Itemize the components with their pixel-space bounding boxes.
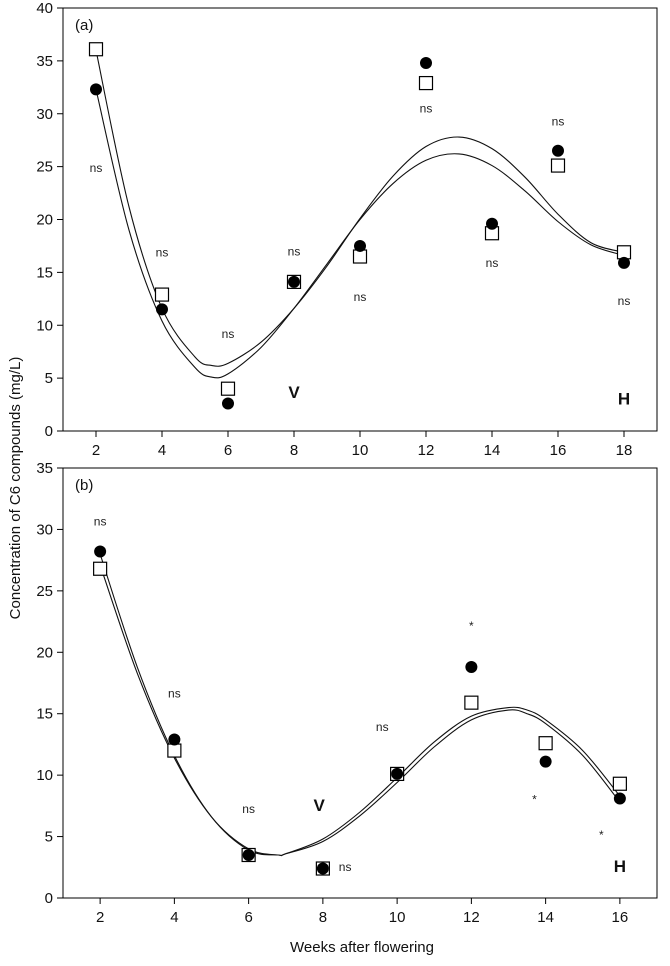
data-point-square: [538, 736, 553, 751]
x-tick-label: 18: [616, 442, 633, 459]
data-point-circle: [354, 239, 366, 252]
plot-frame: [62, 467, 658, 899]
x-tick-label: 2: [92, 442, 100, 459]
panel-b: (b) 2 4 6 8 10 12 14 16 0 5 10 15 20 25 30 35 ns ns ns ns ns *…: [36, 460, 658, 926]
y-tick-label: 25: [36, 583, 53, 600]
significance-ns: ns: [376, 720, 389, 734]
fit-curve-series-2: [95, 50, 625, 367]
data-point-circle: [465, 661, 478, 674]
panel-label: (b): [75, 477, 93, 494]
data-point-square: [418, 75, 434, 91]
data-point-circle: [618, 256, 630, 269]
x-tick-label: 8: [319, 909, 327, 926]
data-point-circle: [288, 275, 300, 288]
significance-ns: ns: [552, 114, 565, 128]
significance-ns: ns: [339, 860, 352, 874]
significance-ns: ns: [242, 802, 255, 816]
x-tick-label: 6: [224, 442, 232, 459]
x-tick-label: 10: [389, 909, 406, 926]
data-point-circle: [420, 56, 432, 69]
data-point-square: [154, 287, 170, 302]
data-point-square: [220, 381, 236, 396]
significance-ns: ns: [222, 327, 235, 341]
significance-ns: ns: [156, 246, 169, 260]
data-point-square: [550, 158, 566, 173]
data-point-square: [612, 776, 627, 791]
panel-a: (a) 2 4 6 8 10 12 14 16 18 0 5 10 15 20 25 30 35 40 ns ns ns n…: [36, 0, 658, 459]
data-point-circle: [222, 397, 234, 410]
data-point-square: [167, 743, 182, 758]
x-tick-label: 4: [170, 909, 178, 926]
y-tick-label: 5: [45, 829, 53, 846]
x-tick-label: 14: [484, 442, 501, 459]
data-point-circle: [94, 545, 107, 558]
data-point-circle: [539, 755, 552, 768]
stage-label: V: [313, 796, 325, 815]
data-point-circle: [486, 217, 498, 230]
fit-curve-series-2: [99, 564, 621, 857]
data-point-circle: [316, 862, 329, 875]
x-tick-label: 2: [96, 909, 104, 926]
significance-star: *: [599, 828, 604, 842]
x-tick-label: 10: [352, 442, 369, 459]
x-tick-label: 16: [612, 909, 629, 926]
y-tick-label: 25: [36, 159, 53, 176]
y-tick-label: 30: [36, 106, 53, 123]
y-tick-label: 10: [36, 317, 53, 334]
x-tick-label: 4: [158, 442, 166, 459]
data-point-square: [352, 249, 368, 264]
data-point-circle: [90, 83, 102, 96]
data-point-circle: [552, 144, 564, 157]
significance-ns: ns: [486, 256, 499, 270]
x-tick-label: 14: [537, 909, 554, 926]
x-tick-label: 8: [290, 442, 298, 459]
fit-curve-series-1: [95, 89, 625, 379]
data-point-square: [93, 561, 108, 576]
y-tick-label: 20: [36, 644, 53, 661]
y-tick-label: 0: [45, 423, 53, 440]
x-tick-label: 16: [550, 442, 567, 459]
data-point-circle: [156, 303, 168, 316]
significance-ns: ns: [420, 102, 433, 116]
significance-ns: ns: [618, 294, 631, 308]
significance-star: *: [532, 792, 537, 806]
data-point-square: [464, 695, 479, 710]
x-tick-label: 12: [418, 442, 435, 459]
data-point-circle: [613, 792, 626, 805]
stage-label: H: [614, 857, 626, 876]
y-tick-label: 20: [36, 212, 53, 229]
significance-ns: ns: [354, 290, 367, 304]
y-tick-label: 15: [36, 706, 53, 723]
significance-ns: ns: [94, 515, 107, 529]
y-tick-label: 10: [36, 767, 53, 784]
data-point-square: [88, 42, 104, 57]
significance-ns: ns: [168, 687, 181, 701]
panel-label: (a): [75, 17, 93, 34]
stage-label: V: [288, 383, 300, 402]
data-point-square: [616, 245, 632, 260]
significance-ns: ns: [288, 244, 301, 258]
y-tick-label: 0: [45, 890, 53, 907]
significance-ns: ns: [90, 161, 103, 175]
y-tick-label: 35: [36, 53, 53, 70]
x-axis-title: Weeks after flowering: [290, 939, 434, 956]
data-point-circle: [391, 767, 404, 780]
y-tick-label: 5: [45, 370, 53, 387]
fit-curve-series-1: [99, 553, 621, 857]
data-point-circle: [242, 849, 255, 861]
y-tick-label: 15: [36, 264, 53, 281]
y-tick-label: 35: [36, 460, 53, 477]
y-axis-title: Concentration of C6 compounds (mg/L): [7, 357, 24, 620]
significance-star: *: [469, 619, 474, 633]
x-tick-label: 12: [463, 909, 480, 926]
stage-label: H: [618, 390, 630, 409]
data-point-circle: [168, 733, 181, 746]
y-tick-label: 40: [36, 0, 53, 17]
y-tick-label: 30: [36, 521, 53, 538]
x-tick-label: 6: [244, 909, 252, 926]
